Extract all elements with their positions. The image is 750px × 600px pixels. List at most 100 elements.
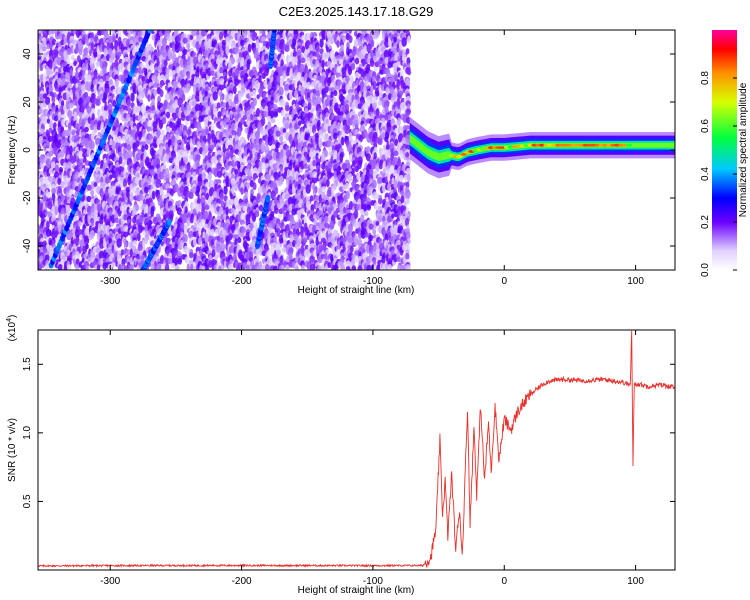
chart-title: C2E3.2025.143.17.18.G29 [279, 4, 434, 19]
heatmap-noise-cell [242, 155, 248, 165]
heatmap-noise-cell [90, 229, 95, 239]
heatmap-noise-cell [45, 54, 51, 60]
heatmap-noise-cell [89, 140, 95, 151]
heatmap-noise-cell [293, 33, 299, 40]
heatmap-noise-cell [80, 83, 87, 93]
heatmap-noise-cell [289, 93, 293, 100]
heatmap-noise-cell [122, 231, 129, 238]
heatmap-noise-cell [70, 54, 75, 61]
heatmap-noise-cell [97, 30, 103, 36]
heatmap-noise-cell [114, 217, 119, 224]
heatmap-noise-cell [78, 246, 82, 254]
heatmap-noise-cell [330, 36, 334, 45]
heatmap-noise-cell [321, 186, 327, 193]
heatmap-noise-cell [59, 149, 65, 158]
heatmap-noise-cell [288, 162, 293, 172]
heatmap-noise-cell [180, 78, 186, 87]
heatmap-noise-cell [282, 155, 287, 163]
heatmap-noise-cell [270, 117, 276, 124]
heatmap-noise-cell [325, 178, 330, 188]
heatmap-noise-cell [252, 98, 257, 107]
heatmap-noise-cell [123, 159, 128, 166]
heatmap-noise-cell [109, 174, 113, 180]
heatmap-noise-cell [182, 37, 188, 44]
heatmap-cells [38, 30, 675, 270]
heatmap-noise-cell [95, 176, 101, 184]
heatmap-noise-cell [93, 209, 98, 217]
heatmap-noise-cell [240, 89, 244, 98]
heatmap-noise-cell [134, 140, 140, 148]
heatmap-noise-cell [134, 176, 140, 185]
heatmap-noise-cell [103, 48, 108, 56]
heatmap-noise-cell [85, 265, 90, 270]
heatmap-noise-cell [279, 175, 284, 185]
heatmap-noise-cell [149, 112, 155, 119]
heatmap-noise-cell [89, 123, 95, 131]
heatmap-noise-cell [209, 144, 215, 150]
heatmap-noise-cell [84, 140, 90, 150]
heatmap-noise-cell [54, 146, 59, 157]
heatmap-noise-cell [51, 193, 56, 201]
heatmap-noise-cell [263, 70, 269, 77]
heatmap-noise-cell [115, 118, 120, 128]
heatmap-noise-cell [54, 164, 60, 174]
heatmap-noise-cell [132, 216, 137, 224]
heatmap-noise-cell [90, 41, 95, 51]
heatmap-noise-cell [48, 127, 53, 134]
heatmap-noise-cell [161, 37, 167, 47]
heatmap-noise-cell [313, 249, 317, 258]
heatmap-noise-cell [73, 111, 78, 119]
heatmap-noise-cell [84, 227, 90, 237]
heatmap-noise-cell [228, 93, 234, 100]
heatmap-noise-cell [163, 59, 168, 67]
heatmap-noise-cell [189, 34, 194, 41]
heatmap-noise-cell [294, 89, 298, 99]
heatmap-noise-cell [201, 206, 205, 216]
heatmap-noise-cell [104, 87, 110, 94]
heatmap-noise-cell [111, 30, 115, 35]
heatmap-noise-cell [112, 88, 117, 95]
heatmap-noise-cell [189, 217, 194, 224]
heatmap-noise-cell [188, 259, 195, 266]
heatmap-noise-cell [196, 141, 201, 149]
heatmap-noise-cell [108, 237, 112, 244]
heatmap-noise-cell [201, 150, 207, 157]
heatmap-noise-cell [161, 117, 167, 125]
heatmap-noise-cell [203, 145, 209, 153]
heatmap-noise-cell [46, 118, 51, 124]
heatmap-noise-cell [200, 30, 206, 37]
heatmap-noise-cell [50, 30, 56, 35]
heatmap-noise-cell [198, 168, 203, 176]
heatmap-noise-cell [167, 257, 173, 265]
heatmap-noise-cell [127, 63, 131, 72]
heatmap-noise-cell [144, 169, 150, 177]
heatmap-noise-cell [172, 204, 176, 213]
heatmap-noise-cell [186, 42, 191, 50]
heatmap-noise-cell [207, 134, 211, 144]
heatmap-noise-cell [327, 262, 332, 269]
heatmap-noise-cell [195, 190, 200, 197]
heatmap-noise-cell [95, 166, 102, 173]
heatmap-noise-cell [254, 210, 260, 218]
heatmap-noise-cell [186, 263, 191, 270]
heatmap-noise-cell [126, 189, 131, 199]
heatmap-noise-cell [95, 61, 101, 67]
heatmap-noise-cell [84, 126, 89, 133]
heatmap-noise-cell [90, 132, 95, 141]
heatmap-noise-cell [141, 145, 145, 153]
heatmap-noise-cell [260, 116, 266, 126]
heatmap-noise-cell [110, 262, 116, 268]
heatmap-noise-cell [273, 110, 279, 118]
heatmap-noise-cell [87, 108, 91, 116]
heatmap-noise-cell [144, 122, 149, 130]
heatmap-noise-cell [240, 187, 244, 195]
heatmap-noise-cell [78, 220, 82, 227]
heatmap-noise-cell [219, 192, 224, 201]
heatmap-noise-cell [39, 163, 45, 169]
heatmap-noise-cell [130, 30, 134, 35]
heatmap-noise-cell [38, 147, 41, 157]
heatmap-noise-cell [136, 166, 141, 172]
heatmap-noise-cell [237, 236, 242, 244]
heatmap-noise-cell [68, 102, 74, 109]
